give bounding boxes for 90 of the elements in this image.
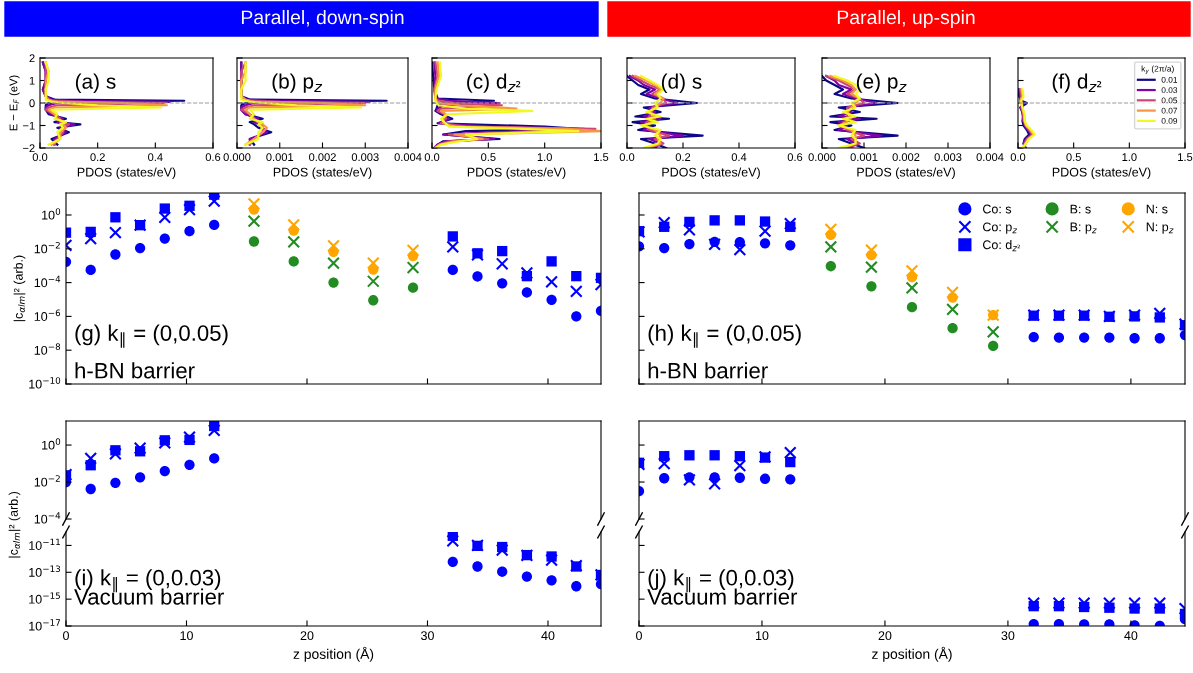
- legend-label: N: s: [1146, 204, 1168, 214]
- x-tick-label: 0.003: [351, 153, 379, 162]
- x-tick-label: 20: [878, 631, 892, 641]
- legend-label: Co: s: [983, 204, 1012, 214]
- x-tick-label: 40: [541, 631, 555, 641]
- y-tick-label: 10$^{0}$: [42, 438, 61, 450]
- x-tick-label: 30: [421, 631, 434, 641]
- annotation: h-BN barrier: [648, 362, 768, 379]
- y-axis-title: E − E$_{F}$ (eV): [9, 75, 20, 131]
- legend-label: B: p$_{z}$: [1070, 222, 1097, 234]
- x-tick-label: 0.000: [808, 153, 836, 162]
- legend-label: Co: p$_{z}$: [983, 222, 1018, 234]
- legend-label: 0.03: [1161, 87, 1178, 94]
- annotation: h-BN barrier: [75, 362, 195, 379]
- x-tick-label: 0.4: [148, 153, 163, 162]
- annotation: (c) d$_{z²}$: [467, 73, 521, 93]
- x-tick-label: 30: [1001, 631, 1015, 641]
- y-axis-title: |c$_{αlm}$|² (arb.): [8, 491, 21, 558]
- x-tick-label: 40: [1124, 631, 1138, 641]
- y-tick-label: 0: [29, 99, 35, 108]
- x-tick-label: 0.0: [619, 153, 635, 162]
- x-axis-title: z position (Å): [293, 646, 374, 662]
- y-tick-label: 10$^{−2}$: [34, 241, 60, 254]
- y-tick-label: 10$^{−8}$: [34, 343, 61, 355]
- legend-label: B: s: [1070, 204, 1091, 214]
- y-tick-label: 10$^{−6}$: [34, 309, 61, 321]
- legend-label: Co: d$_{z²}$: [983, 240, 1020, 252]
- legend-label: 0.01: [1161, 76, 1178, 83]
- x-tick-label: 1.0: [1122, 153, 1137, 162]
- legend-title: k$_{y}$ (2π/a): [1141, 65, 1174, 75]
- x-tick-label: 0.4: [731, 153, 747, 162]
- x-tick-label: 0.2: [90, 153, 105, 162]
- annotation: (g) k$_{∥}$ = (0,0.05): [75, 324, 228, 348]
- y-tick-label: 10$^{−4}$: [34, 275, 61, 288]
- x-tick-label: 0.2: [675, 153, 691, 162]
- y-tick-label: 10$^{0}$: [42, 208, 61, 220]
- y-tick-label: −1: [23, 121, 35, 130]
- annotation: (d) s: [661, 73, 702, 93]
- y-tick-label: 10$^{−17}$: [29, 619, 61, 631]
- x-tick-label: 0.004: [394, 153, 422, 162]
- x-tick-label: 0.6: [787, 153, 803, 162]
- y-tick-label: 10$^{−4}$: [34, 512, 61, 524]
- annotation: (h) k$_{∥}$ = (0,0.05): [648, 324, 801, 348]
- x-axis-title: PDOS (states/eV): [857, 167, 955, 180]
- y-tick-label: 10$^{−2}$: [34, 475, 60, 487]
- x-tick-label: 0: [636, 631, 642, 641]
- y-tick-label: 10$^{−15}$: [29, 592, 60, 604]
- chart-title: Parallel, up-spin: [837, 9, 975, 29]
- x-tick-label: 0.5: [481, 153, 496, 162]
- x-axis-title: PDOS (states/eV): [273, 167, 372, 180]
- x-tick-label: 1.5: [594, 153, 609, 162]
- x-tick-label: 1.5: [1178, 153, 1193, 162]
- x-tick-label: 0.001: [850, 153, 878, 162]
- x-axis-title: PDOS (states/eV): [662, 167, 760, 180]
- x-tick-label: 0.0: [32, 153, 48, 162]
- x-tick-label: 0.5: [1066, 153, 1081, 162]
- x-tick-label: 0.004: [976, 153, 1004, 162]
- legend-label: N: p$_{z}$: [1146, 222, 1174, 234]
- x-axis-title: z position (Å): [872, 646, 952, 662]
- x-tick-label: 0.002: [309, 153, 336, 162]
- y-tick-label: 2: [29, 54, 35, 63]
- legend-label: 0.09: [1161, 117, 1178, 124]
- x-tick-label: 0.0: [424, 153, 440, 162]
- x-tick-label: 10: [180, 631, 193, 641]
- x-axis-title: PDOS (states/eV): [1052, 167, 1151, 180]
- y-tick-label: −2: [23, 144, 35, 153]
- annotation: (a) s: [75, 73, 116, 93]
- y-tick-label: 10$^{−13}$: [29, 565, 61, 577]
- x-tick-label: 1.0: [537, 153, 552, 162]
- x-tick-label: 0.002: [892, 153, 920, 162]
- annotation: (b) p$_{z}$: [272, 73, 323, 93]
- y-tick-label: 10$^{−11}$: [29, 538, 60, 550]
- y-tick-label: 1: [29, 76, 35, 85]
- x-tick-label: 0.003: [934, 153, 962, 162]
- legend-label: 0.05: [1161, 97, 1178, 104]
- x-tick-label: 0.001: [266, 153, 294, 162]
- annotation: (f) d$_{z²}$: [1052, 73, 1102, 93]
- x-tick-label: 0.0: [1010, 153, 1026, 162]
- x-tick-label: 10: [755, 631, 769, 641]
- chart-title: Parallel, down-spin: [241, 9, 404, 29]
- x-tick-label: 0: [63, 631, 69, 641]
- annotation: (e) p$_{z}$: [856, 73, 907, 93]
- legend-label: 0.07: [1161, 107, 1178, 114]
- y-axis-title: |c$_{αlm}$|² (arb.): [13, 255, 26, 322]
- x-tick-label: 0.000: [223, 153, 251, 162]
- y-tick-label: 10$^{−10}$: [29, 377, 61, 389]
- x-tick-label: 0.6: [205, 153, 221, 162]
- x-axis-title: PDOS (states/eV): [467, 167, 566, 180]
- x-tick-label: 20: [300, 631, 314, 641]
- x-axis-title: PDOS (states/eV): [77, 167, 176, 180]
